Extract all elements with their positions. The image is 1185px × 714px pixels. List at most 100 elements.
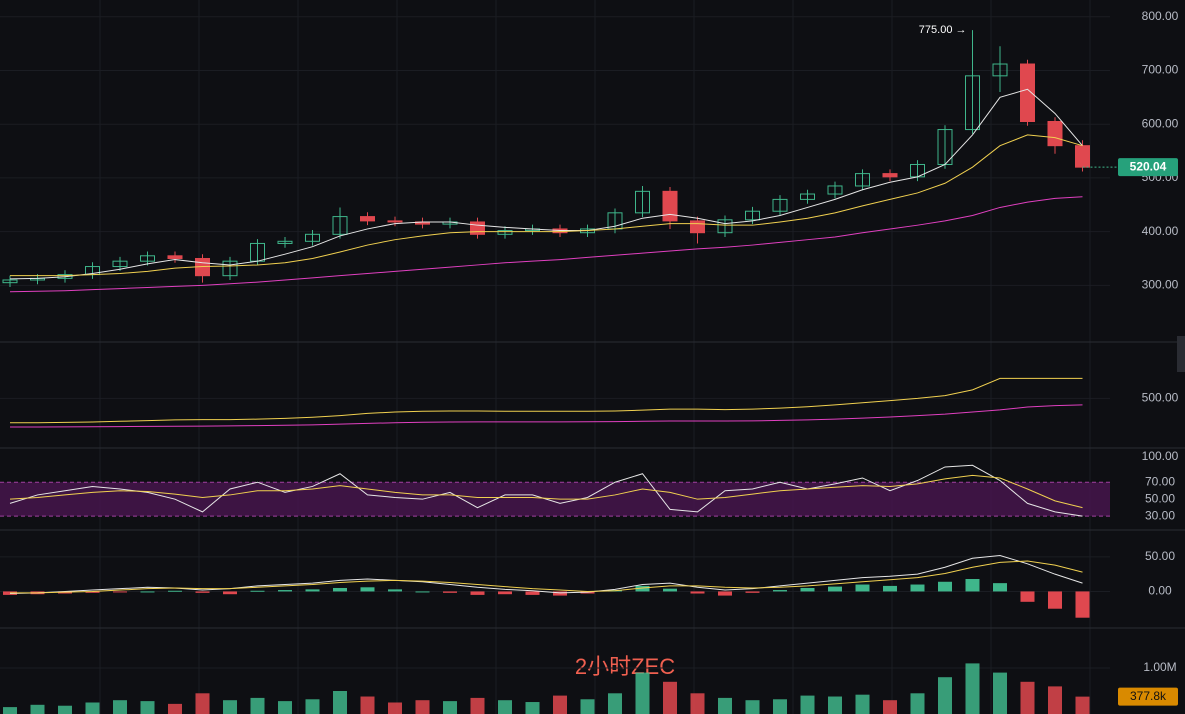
- candle-body: [360, 216, 375, 222]
- indicator-line: [10, 134, 1083, 277]
- macd-bar: [140, 591, 155, 593]
- y-tick-label: 800.00: [1142, 9, 1179, 23]
- y-tick-label: 300.00: [1142, 278, 1179, 292]
- macd-bar: [525, 591, 540, 595]
- macd-bar: [278, 590, 292, 592]
- volume-bar: [498, 700, 512, 714]
- volume-bar: [773, 699, 787, 714]
- candle-body: [2, 279, 18, 284]
- candle-body: [57, 274, 73, 279]
- volume-bar: [608, 693, 622, 714]
- volume-bar: [250, 697, 265, 714]
- macd-bar: [828, 586, 842, 592]
- volume-bar: [745, 700, 760, 714]
- y-tick-label: 100.00: [1142, 449, 1179, 463]
- indicator-line: [9, 554, 1083, 595]
- candle-body: [332, 216, 348, 235]
- candle-body: [745, 210, 760, 221]
- last-volume-label: 377.8k: [1130, 689, 1167, 703]
- candle-body: [855, 173, 870, 187]
- volume-bar: [663, 681, 677, 714]
- volume-bar: [470, 697, 485, 714]
- volume-bar: [85, 702, 100, 714]
- candle-body: [1020, 63, 1035, 123]
- macd-bar: [938, 581, 952, 592]
- macd-bar: [773, 590, 787, 592]
- candle-body: [992, 63, 1008, 77]
- volume-bar: [305, 699, 320, 714]
- volume-bar: [360, 696, 375, 714]
- indicator-line: [9, 474, 1083, 509]
- macd-bar: [168, 590, 182, 592]
- candle-body: [827, 185, 843, 195]
- macd-bar: [910, 584, 925, 592]
- macd-bar: [223, 591, 237, 595]
- volume-bar: [223, 700, 237, 714]
- macd-bar: [305, 589, 320, 592]
- volume-bar: [30, 704, 45, 714]
- volume-bar: [938, 677, 952, 714]
- y-tick-label: 50.00: [1145, 549, 1175, 563]
- candle-body: [1075, 145, 1090, 168]
- macd-bar: [388, 589, 402, 592]
- macd-bar: [883, 585, 897, 592]
- volume-bar: [278, 701, 292, 714]
- candle-body: [112, 260, 128, 268]
- y-tick-label: 700.00: [1142, 63, 1179, 77]
- vertical-grid: [99, 0, 1091, 714]
- candle-body: [167, 255, 183, 259]
- last-price-box: [1118, 158, 1178, 177]
- volume-bar: [333, 690, 347, 714]
- macd-bar: [800, 587, 815, 592]
- volume-bar: [718, 697, 732, 714]
- volume-bar: [415, 700, 430, 714]
- macd-bar: [85, 591, 100, 593]
- volume-bar: [993, 672, 1007, 714]
- candle-body: [717, 219, 733, 234]
- macd-bar: [195, 591, 210, 593]
- candle-body: [662, 190, 678, 222]
- macd-bar: [443, 591, 457, 593]
- macd-bar: [113, 591, 127, 593]
- macd-bar: [1075, 591, 1090, 618]
- candle-body: [470, 221, 485, 235]
- macd-bar: [993, 583, 1007, 592]
- candle-body: [772, 198, 788, 212]
- volume-bar: [195, 693, 210, 714]
- macd-bar: [855, 584, 870, 592]
- indicator-line: [9, 196, 1083, 293]
- y-tick-label: 30.00: [1145, 508, 1175, 522]
- scroll-handle[interactable]: [1177, 336, 1185, 372]
- volume-bar: [168, 703, 182, 714]
- y-tick-label: 50.00: [1145, 491, 1175, 505]
- indicator-line: [9, 88, 1083, 280]
- indicator-line: [10, 377, 1083, 424]
- volume-bar: [388, 702, 402, 714]
- volume-bar: [525, 702, 540, 714]
- macd-bar: [690, 591, 705, 594]
- volume-bar: [1075, 696, 1090, 714]
- candle-body: [882, 173, 898, 178]
- candle-body: [140, 255, 155, 262]
- candle-body: [277, 240, 293, 244]
- macd-bar: [250, 590, 265, 592]
- volume-bar: [58, 705, 72, 714]
- macd-bar: [718, 591, 732, 596]
- macd-bar: [745, 591, 760, 593]
- y-tick-label: 500.00: [1142, 391, 1179, 405]
- candle-body: [800, 193, 815, 200]
- volume-bar: [965, 663, 980, 714]
- macd-bar: [470, 591, 485, 595]
- candle-body: [387, 220, 403, 223]
- y-tick-label: 600.00: [1142, 116, 1179, 130]
- volume-bar: [140, 701, 155, 714]
- indicator-line: [10, 404, 1083, 428]
- watermark: 2小时ZEC: [575, 654, 675, 679]
- macd-bar: [498, 591, 512, 595]
- volume-bar: [1020, 681, 1035, 714]
- candle-body: [635, 190, 650, 214]
- last-price-label: 520.04: [1130, 159, 1167, 173]
- y-tick-label: 70.00: [1145, 474, 1175, 488]
- candle-body: [305, 233, 320, 242]
